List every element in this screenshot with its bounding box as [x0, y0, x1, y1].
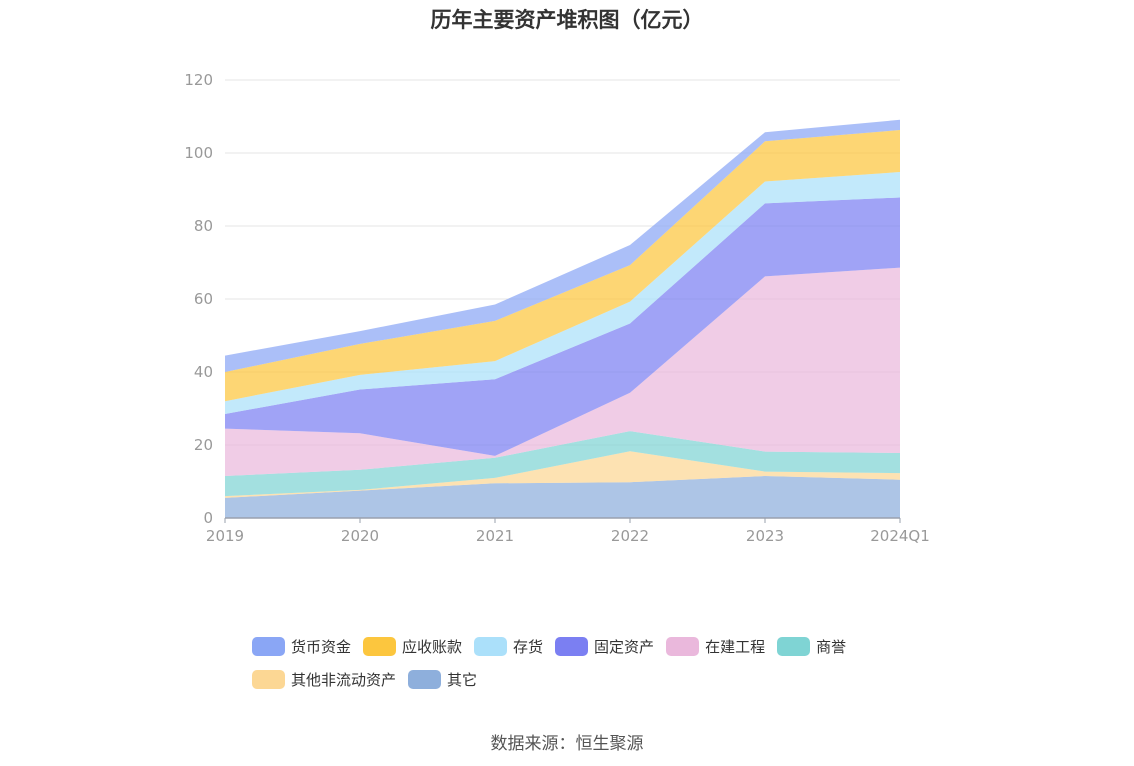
x-tick-label: 2021: [476, 527, 514, 545]
legend-swatch: [666, 637, 700, 656]
legend-swatch: [252, 670, 285, 689]
area-其他非流动资产: [225, 451, 900, 498]
y-tick-label: 100: [184, 144, 213, 162]
legend-swatch: [363, 637, 397, 656]
x-tick-label: 2022: [611, 527, 649, 545]
legend-label: 其它: [447, 671, 478, 689]
legend-label: 存货: [513, 638, 544, 656]
source-note: 数据来源：恒生聚源: [490, 734, 644, 754]
legend-item[interactable]: 在建工程: [666, 636, 765, 657]
y-tick-label: 80: [194, 217, 213, 235]
legend-swatch: [777, 637, 811, 656]
legend-swatch: [474, 637, 508, 656]
chart-title: 历年主要资产堆积图（亿元）: [430, 8, 704, 32]
x-tick-label: 2023: [746, 527, 784, 545]
x-tick-label: 2024Q1: [870, 527, 930, 545]
legend-label: 货币资金: [291, 638, 352, 656]
legend-row: 其他非流动资产 其它: [252, 663, 912, 696]
legend-label: 应收账款: [402, 638, 463, 656]
y-tick-label: 120: [184, 71, 213, 89]
legend-swatch: [408, 670, 442, 689]
legend: 货币资金 应收账款 存货 固定资产 在建工程 商誉其他非流动资产 其它: [252, 630, 912, 696]
legend-item[interactable]: 货币资金: [252, 636, 351, 657]
y-tick-label: 60: [194, 290, 213, 308]
axes: 0 20 40 60 80 100 120 2019 2020 2021 2022 2023 2024Q…: [184, 71, 929, 545]
x-tick-label: 2019: [206, 527, 244, 545]
area-商誉: [225, 431, 900, 497]
area-其它: [225, 476, 900, 518]
legend-swatch: [252, 637, 285, 656]
y-tick-label: 0: [203, 509, 213, 527]
legend-label: 商誉: [816, 638, 847, 656]
area-在建工程: [225, 267, 900, 476]
area-应收账款: [225, 130, 900, 402]
area-货币资金: [225, 119, 900, 372]
legend-item[interactable]: 存货: [474, 636, 543, 657]
legend-item[interactable]: 其他非流动资产: [252, 669, 396, 690]
legend-row: 货币资金 应收账款 存货 固定资产 在建工程 商誉: [252, 630, 912, 663]
legend-label: 其他非流动资产: [291, 671, 397, 689]
legend-item[interactable]: 其它: [408, 669, 477, 690]
x-tick-label: 2020: [341, 527, 379, 545]
legend-label: 在建工程: [705, 638, 766, 656]
legend-item[interactable]: 固定资产: [555, 636, 654, 657]
area-存货: [225, 172, 900, 414]
area-固定资产: [225, 197, 900, 456]
legend-item[interactable]: 应收账款: [363, 636, 462, 657]
stacked-areas: [225, 119, 900, 518]
legend-item[interactable]: 商誉: [777, 636, 846, 657]
legend-label: 固定资产: [594, 638, 655, 656]
y-tick-label: 20: [194, 436, 213, 454]
y-tick-label: 40: [194, 363, 213, 381]
chart-plot: 0 20 40 60 80 100 120 2019 2020 2021 2022 2023 2024Q…: [184, 71, 929, 545]
legend-swatch: [555, 637, 589, 656]
